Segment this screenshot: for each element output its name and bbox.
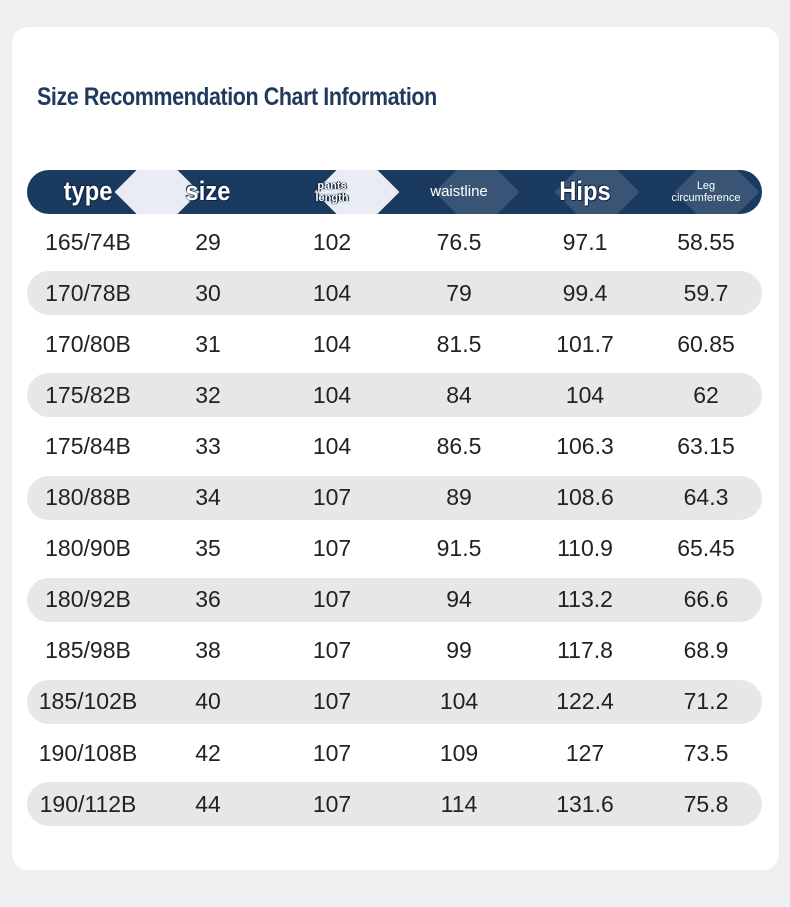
cell-leg-circumference: 65.45 — [677, 535, 735, 562]
table-row: 185/102B 40 107 104 122.4 71.2 — [27, 679, 762, 724]
table-row: 190/108B 42 107 109 127 73.5 — [27, 731, 762, 775]
cell-type: 180/90B — [45, 535, 131, 562]
cell-pants-length: 107 — [312, 484, 352, 510]
table-row: 180/92B 36 107 94 113.2 66.6 — [27, 577, 762, 622]
cell-size: 44 — [195, 790, 221, 817]
table-header: type size pants length waistline Hips Le… — [27, 170, 762, 214]
table-row: 180/90B 35 107 91.5 110.9 65.45 — [27, 527, 762, 571]
cell-waistline: 81.5 — [436, 330, 482, 357]
cell-waistline: 114 — [440, 790, 478, 817]
cell-hips: 131.6 — [556, 790, 614, 817]
cell-hips: 108.6 — [556, 484, 614, 510]
cell-type: 185/98B — [45, 637, 131, 664]
cell-type: 190/108B — [38, 739, 138, 766]
cell-type: 170/78B — [45, 279, 131, 306]
cell-pants-length: 107 — [312, 739, 352, 766]
cell-pants-length: 107 — [312, 586, 352, 613]
cell-size: 38 — [195, 637, 221, 664]
cell-leg-circumference: 66.6 — [683, 586, 729, 613]
cell-leg-circumference: 58.55 — [677, 228, 735, 255]
chart-card — [12, 27, 779, 870]
cell-leg-circumference: 73.5 — [683, 739, 729, 766]
cell-size: 29 — [195, 228, 221, 255]
cell-waistline: 91.5 — [436, 535, 482, 562]
cell-pants-length: 104 — [312, 279, 352, 306]
cell-waistline: 99 — [446, 637, 472, 664]
table-row: 175/84B 33 104 86.5 106.3 63.15 — [27, 424, 762, 468]
cell-type: 175/84B — [45, 432, 131, 459]
cell-pants-length: 107 — [312, 688, 352, 715]
cell-size: 32 — [195, 381, 221, 408]
cell-leg-circumference: 64.3 — [683, 484, 729, 510]
cell-pants-length: 107 — [312, 790, 352, 817]
cell-hips: 110.9 — [557, 535, 613, 562]
cell-type: 185/102B — [38, 688, 138, 715]
header-type: type — [63, 176, 113, 207]
cell-leg-circumference: 60.85 — [677, 330, 735, 357]
cell-leg-circumference: 59.7 — [683, 279, 729, 306]
cell-size: 42 — [195, 739, 221, 766]
cell-type: 170/80B — [45, 330, 131, 357]
page-title: Size Recommendation Chart Information — [37, 83, 437, 111]
cell-pants-length: 104 — [312, 432, 352, 459]
cell-hips: 113.2 — [557, 586, 613, 613]
cell-waistline: 109 — [439, 739, 479, 766]
header-size: size — [185, 176, 231, 207]
cell-hips: 99.4 — [562, 279, 608, 306]
table-row: 170/78B 30 104 79 99.4 59.7 — [27, 271, 762, 316]
table-row: 175/82B 32 104 84 104 62 — [27, 373, 762, 418]
cell-leg-circumference: 71.2 — [683, 688, 729, 715]
cell-size: 31 — [195, 330, 221, 357]
header-waistline: waistline — [430, 182, 488, 200]
cell-size: 33 — [195, 432, 221, 459]
cell-type: 165/74B — [45, 228, 131, 255]
cell-hips: 104 — [565, 381, 605, 408]
table-row: 185/98B 38 107 99 117.8 68.9 — [27, 629, 762, 673]
cell-type: 180/88B — [45, 484, 131, 510]
table-row: 165/74B 29 102 76.5 97.1 58.55 — [27, 220, 762, 264]
cell-waistline: 89 — [446, 484, 472, 510]
cell-type: 180/92B — [45, 586, 131, 613]
table-row: 190/112B 44 107 114 131.6 75.8 — [27, 782, 762, 827]
cell-waistline: 84 — [446, 381, 472, 408]
cell-leg-circumference: 62 — [693, 381, 719, 408]
header-pants-length: pants length — [315, 179, 349, 204]
cell-pants-length: 104 — [312, 381, 352, 408]
cell-type: 175/82B — [45, 381, 131, 408]
cell-hips: 117.8 — [557, 637, 613, 664]
cell-pants-length: 104 — [312, 330, 352, 357]
cell-hips: 106.3 — [556, 432, 614, 459]
cell-waistline: 104 — [439, 688, 479, 715]
cell-waistline: 79 — [446, 279, 472, 306]
cell-pants-length: 102 — [312, 228, 352, 255]
cell-hips: 127 — [565, 739, 605, 766]
cell-leg-circumference: 75.8 — [683, 790, 729, 817]
header-leg-circumference: Leg circumference — [671, 179, 741, 204]
cell-pants-length: 107 — [312, 535, 352, 562]
cell-waistline: 76.5 — [436, 228, 482, 255]
cell-leg-circumference: 68.9 — [683, 637, 729, 664]
cell-hips: 122.4 — [556, 688, 614, 715]
cell-size: 30 — [195, 279, 221, 306]
cell-size: 36 — [195, 586, 221, 613]
header-hips: Hips — [559, 176, 611, 207]
cell-size: 40 — [195, 688, 221, 715]
cell-waistline: 94 — [446, 586, 472, 613]
cell-hips: 101.7 — [556, 330, 614, 357]
cell-size: 34 — [195, 484, 221, 510]
cell-hips: 97.1 — [562, 228, 608, 255]
cell-type: 190/112B — [39, 790, 137, 817]
table-row: 180/88B 34 107 89 108.6 64.3 — [27, 475, 762, 520]
cell-leg-circumference: 63.15 — [677, 432, 735, 459]
table-row: 170/80B 31 104 81.5 101.7 60.85 — [27, 322, 762, 366]
cell-size: 35 — [195, 535, 221, 562]
cell-waistline: 86.5 — [436, 432, 482, 459]
cell-pants-length: 107 — [312, 637, 352, 664]
